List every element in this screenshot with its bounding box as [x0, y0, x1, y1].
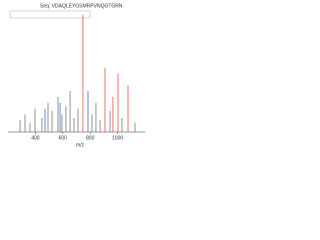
chart: Seq: VDAQLEYGSMRPVNQGTGRN m/z 400 600 800 1… — [0, 0, 150, 150]
ion-ladder — [9, 10, 91, 19]
x-axis-label: m/z — [76, 142, 85, 148]
x-tick-label: 800 — [86, 135, 95, 141]
x-tick-label: 400 — [31, 135, 40, 141]
x-tick-label: 600 — [59, 135, 68, 141]
background — [0, 0, 150, 150]
sequence: Seq: VDAQLEYGSMRPVNQGTGRN — [40, 3, 123, 9]
x-tick-label: 1000 — [112, 135, 123, 141]
